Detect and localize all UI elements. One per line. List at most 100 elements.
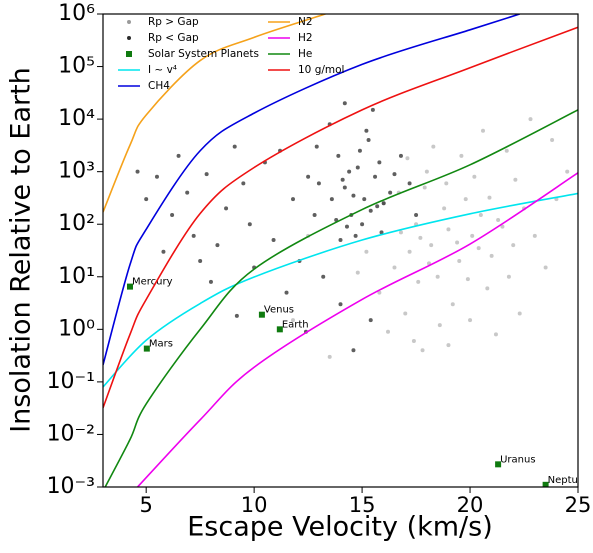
data-point: [435, 274, 440, 279]
y-tick-label: 10⁴: [58, 106, 95, 131]
data-point: [407, 249, 412, 254]
data-point: [444, 181, 449, 186]
data-point: [366, 138, 371, 143]
data-point: [411, 338, 416, 343]
data-point: [470, 233, 475, 238]
data-point: [357, 148, 362, 153]
data-point: [234, 313, 239, 318]
data-point: [429, 243, 434, 248]
data-point: [446, 343, 451, 348]
y-tick-label: 10⁵: [58, 54, 95, 79]
x-tick-label: 15: [349, 493, 376, 517]
model-line: [103, 14, 520, 366]
data-point: [377, 290, 382, 295]
data-point: [476, 246, 481, 251]
data-point: [431, 144, 436, 149]
data-point: [154, 174, 159, 179]
y-tick-label: 10⁻¹: [47, 369, 95, 394]
data-point: [161, 249, 166, 254]
data-point: [398, 153, 403, 158]
data-point: [442, 206, 447, 211]
data-point: [532, 233, 537, 238]
data-point: [513, 177, 518, 182]
plot-frame: [102, 13, 579, 488]
data-point: [351, 193, 356, 198]
data-point: [446, 227, 451, 232]
data-point: [422, 185, 427, 190]
data-point: [314, 144, 319, 149]
data-point: [373, 174, 378, 179]
y-tick-label: 10⁻²: [47, 421, 95, 446]
data-point: [511, 243, 516, 248]
data-point: [379, 230, 384, 235]
data-point: [455, 240, 460, 245]
data-point: [550, 138, 555, 143]
data-point: [135, 169, 140, 174]
data-point: [355, 165, 360, 170]
data-point: [362, 197, 367, 202]
data-point: [478, 212, 483, 217]
y-tick-label: 10⁻³: [47, 474, 95, 499]
data-point: [340, 177, 345, 182]
data-point: [463, 197, 468, 202]
data-point: [418, 235, 423, 240]
data-point: [241, 181, 246, 186]
data-point: [407, 181, 412, 186]
data-point: [468, 318, 473, 323]
data-point: [347, 169, 352, 174]
data-point: [144, 197, 149, 202]
data-point: [351, 348, 356, 353]
planet-label: Earth: [282, 319, 309, 330]
legend-label: 10 g/mol: [298, 64, 344, 76]
data-point: [338, 238, 343, 243]
legend-label: N2: [298, 16, 313, 28]
y-tick-label: 10⁶: [58, 1, 95, 26]
planet-marker: [495, 461, 502, 468]
y-tick-label: 10³: [58, 159, 95, 184]
data-point: [375, 204, 380, 209]
x-tick-label: 10: [241, 493, 268, 517]
data-point: [459, 153, 464, 158]
model-line: [104, 109, 578, 487]
data-point: [329, 197, 334, 202]
planet-marker: [258, 311, 265, 318]
planet-marker: [276, 326, 283, 333]
data-point: [312, 212, 317, 217]
legend-label: He: [298, 48, 312, 60]
data-point: [368, 208, 373, 213]
legend-label: Solar System Planets: [148, 48, 259, 60]
planet-label: Uranus: [500, 454, 535, 465]
data-point: [457, 258, 462, 263]
data-point: [204, 172, 209, 177]
x-tick-label: 20: [457, 493, 484, 517]
data-point: [191, 233, 196, 238]
legend-label: CH4: [148, 80, 170, 92]
data-point: [517, 311, 522, 316]
plot-area: Mercury Venus Earth Mars Uranus Neptune: [103, 14, 578, 487]
data-point: [377, 160, 382, 165]
data-point: [420, 348, 425, 353]
x-tick-label: 25: [565, 493, 592, 517]
data-point: [198, 258, 203, 263]
data-point: [424, 169, 429, 174]
data-point: [405, 156, 410, 161]
legend-label: Rp < Gap: [148, 32, 199, 44]
data-point: [392, 265, 397, 270]
data-point: [506, 274, 511, 279]
data-point: [342, 185, 347, 190]
y-axis-title: Insolation Relative to Earth: [6, 67, 37, 433]
data-point: [344, 224, 349, 229]
data-point: [500, 224, 505, 229]
data-point: [306, 174, 311, 179]
planet-marker: [542, 481, 549, 487]
legend-marker: [126, 51, 132, 57]
model-line: [136, 172, 578, 487]
data-point: [416, 279, 421, 284]
data-point: [370, 107, 375, 112]
legend-label: I ~ v⁴: [148, 64, 177, 76]
data-point: [185, 190, 190, 195]
data-point: [170, 212, 175, 217]
data-point: [398, 230, 403, 235]
planet-label: Venus: [264, 305, 294, 316]
